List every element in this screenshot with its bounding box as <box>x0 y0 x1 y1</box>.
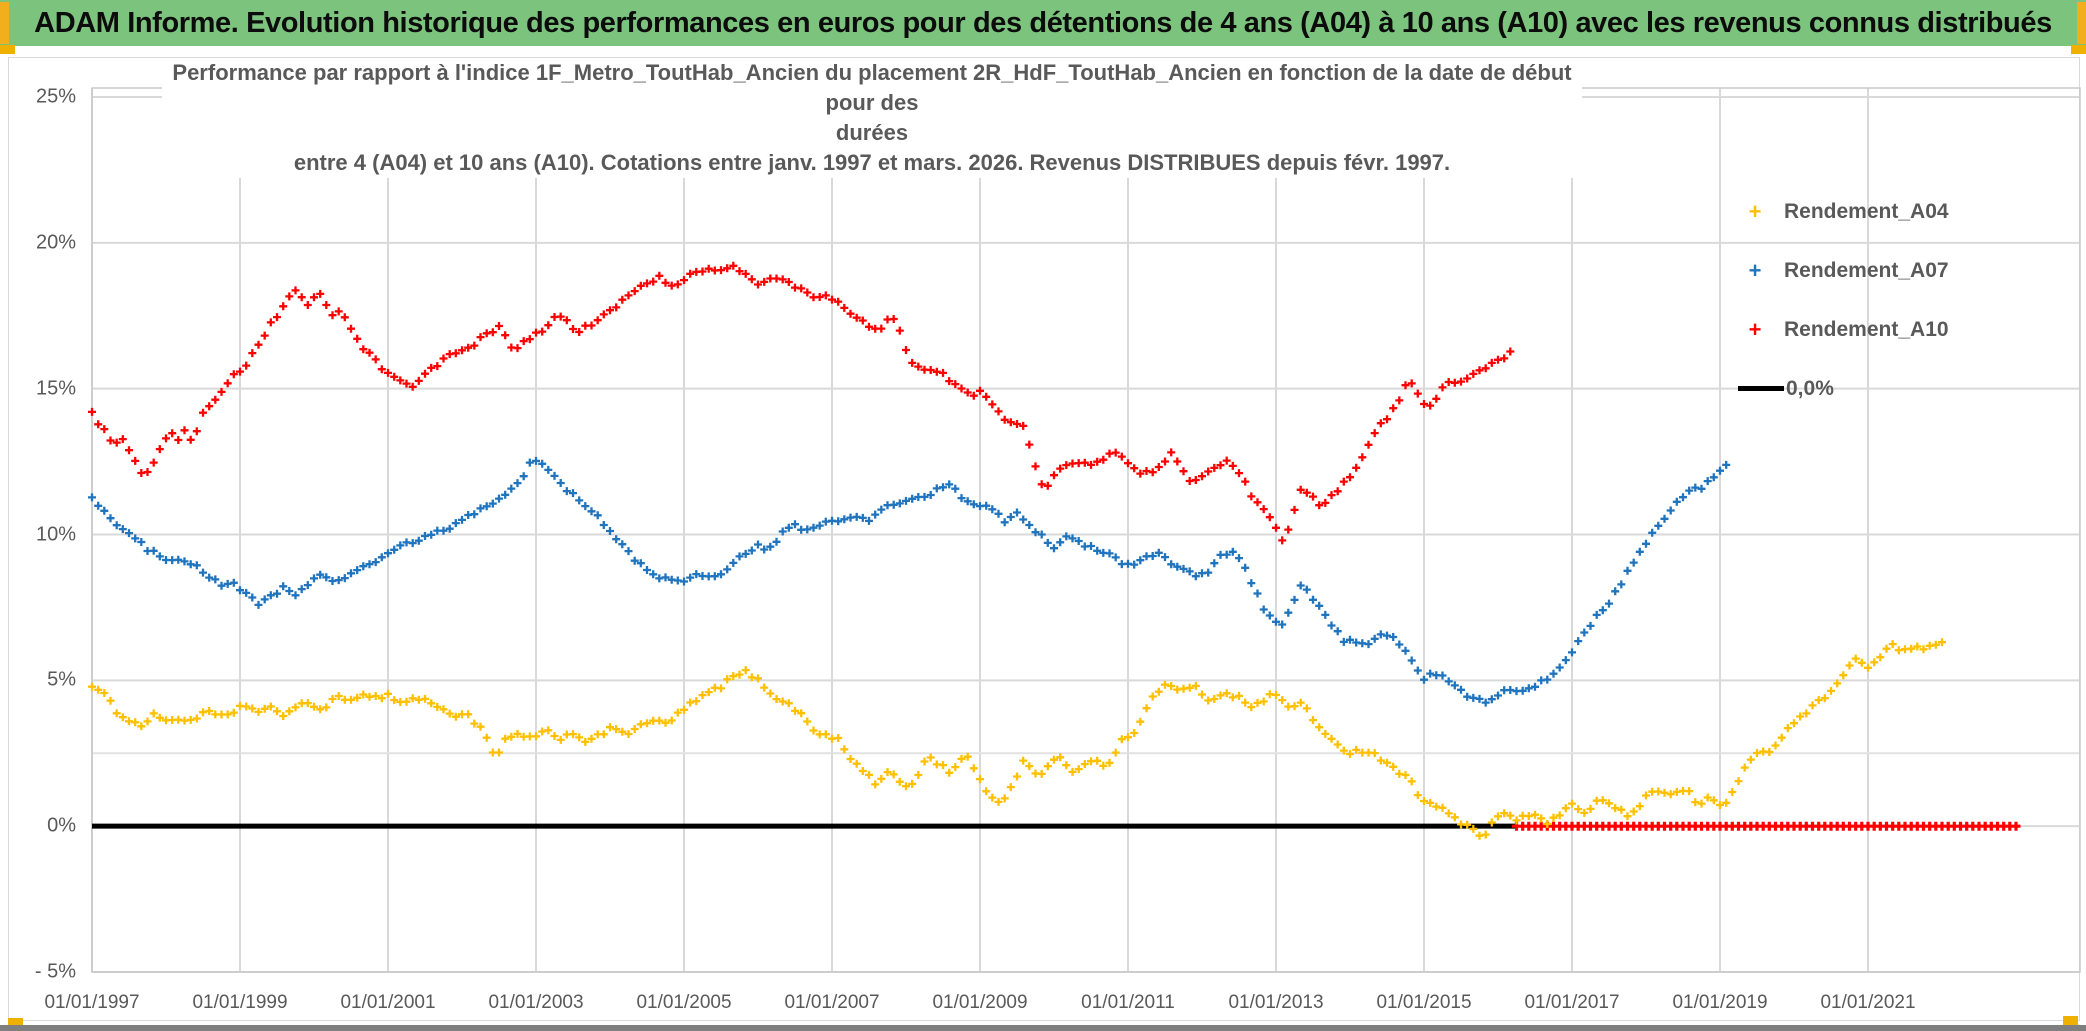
legend: + Rendement_A04 + Rendement_A07 + Rendement_A… <box>1738 182 1949 418</box>
chart-title: Performance par rapport à l'indice 1F_Me… <box>162 58 1582 178</box>
y-axis-tick-label: 0% <box>47 814 76 837</box>
legend-label: Rendement_A07 <box>1784 258 1949 282</box>
series-rendement_a10 <box>88 261 1515 545</box>
y-axis-tick-label: 20% <box>35 231 76 254</box>
x-axis-tick-label: 01/01/2005 <box>636 992 732 1013</box>
selection-handle-top-left[interactable] <box>0 45 15 54</box>
banner-left-gold-strip <box>0 2 9 44</box>
banner: ADAM Informe. Evolution historique des p… <box>0 0 2086 46</box>
selection-handle-bottom-right[interactable] <box>2063 1016 2078 1025</box>
x-axis-tick-label: 01/01/1997 <box>44 992 140 1013</box>
chart-title-line-2: durées <box>835 120 909 145</box>
banner-right-gold-strip <box>2077 2 2086 44</box>
x-axis-tick-label: 01/01/2007 <box>784 992 880 1013</box>
chart-title-line-3: entre 4 (A04) et 10 ans (A10). Cotations… <box>293 150 1451 175</box>
x-axis-tick-label: 01/01/2013 <box>1228 992 1324 1013</box>
zero-line-icon <box>1738 386 1784 391</box>
plus-marker-icon: + <box>1748 257 1762 283</box>
y-axis-tick-label: - 5% <box>34 960 76 983</box>
y-axis-tick-label: 25% <box>35 85 76 108</box>
banner-title: ADAM Informe. Evolution historique des p… <box>34 6 2052 39</box>
plus-marker-icon: + <box>1748 198 1762 224</box>
selection-handle-top-right[interactable] <box>2071 45 2086 54</box>
x-axis-tick-label: 01/01/2019 <box>1672 992 1768 1013</box>
y-axis-tick-label: 10% <box>35 523 76 545</box>
legend-label: Rendement_A04 <box>1784 199 1949 223</box>
legend-label: Rendement_A10 <box>1784 317 1949 341</box>
x-axis-tick-label: 01/01/2009 <box>932 992 1028 1013</box>
window-bottom-bar <box>0 1025 2086 1031</box>
x-axis-tick-label: 01/01/2021 <box>1820 992 1916 1013</box>
legend-item: + Rendement_A07 <box>1738 241 1949 300</box>
legend-item: + Rendement_A04 <box>1738 182 1949 241</box>
plus-marker-icon: + <box>1748 316 1762 342</box>
series-rendement_a04 <box>88 638 1946 840</box>
legend-item: + Rendement_A10 <box>1738 300 1949 359</box>
chart-object <box>8 57 2080 1021</box>
chart-title-line-1: Performance par rapport à l'indice 1F_Me… <box>172 60 1572 115</box>
x-axis-tick-label: 01/01/2017 <box>1524 992 1620 1013</box>
x-axis-tick-label: 01/01/2003 <box>488 992 584 1013</box>
x-axis-tick-label: 01/01/2011 <box>1081 992 1175 1013</box>
x-axis-tick-label: 01/01/2001 <box>340 992 436 1013</box>
y-axis-tick-label: 15% <box>35 377 76 400</box>
legend-item: 0,0% <box>1738 359 1949 418</box>
y-axis-tick-label: 5% <box>47 668 76 691</box>
selection-handle-bottom-left[interactable] <box>8 1018 23 1027</box>
series-rendement_a07 <box>88 456 1731 707</box>
legend-label: 0,0% <box>1786 376 1834 400</box>
series-a10-zero-run <box>1512 821 2021 831</box>
x-axis-tick-label: 01/01/1999 <box>192 992 288 1013</box>
x-axis-tick-label: 01/01/2015 <box>1376 992 1472 1013</box>
